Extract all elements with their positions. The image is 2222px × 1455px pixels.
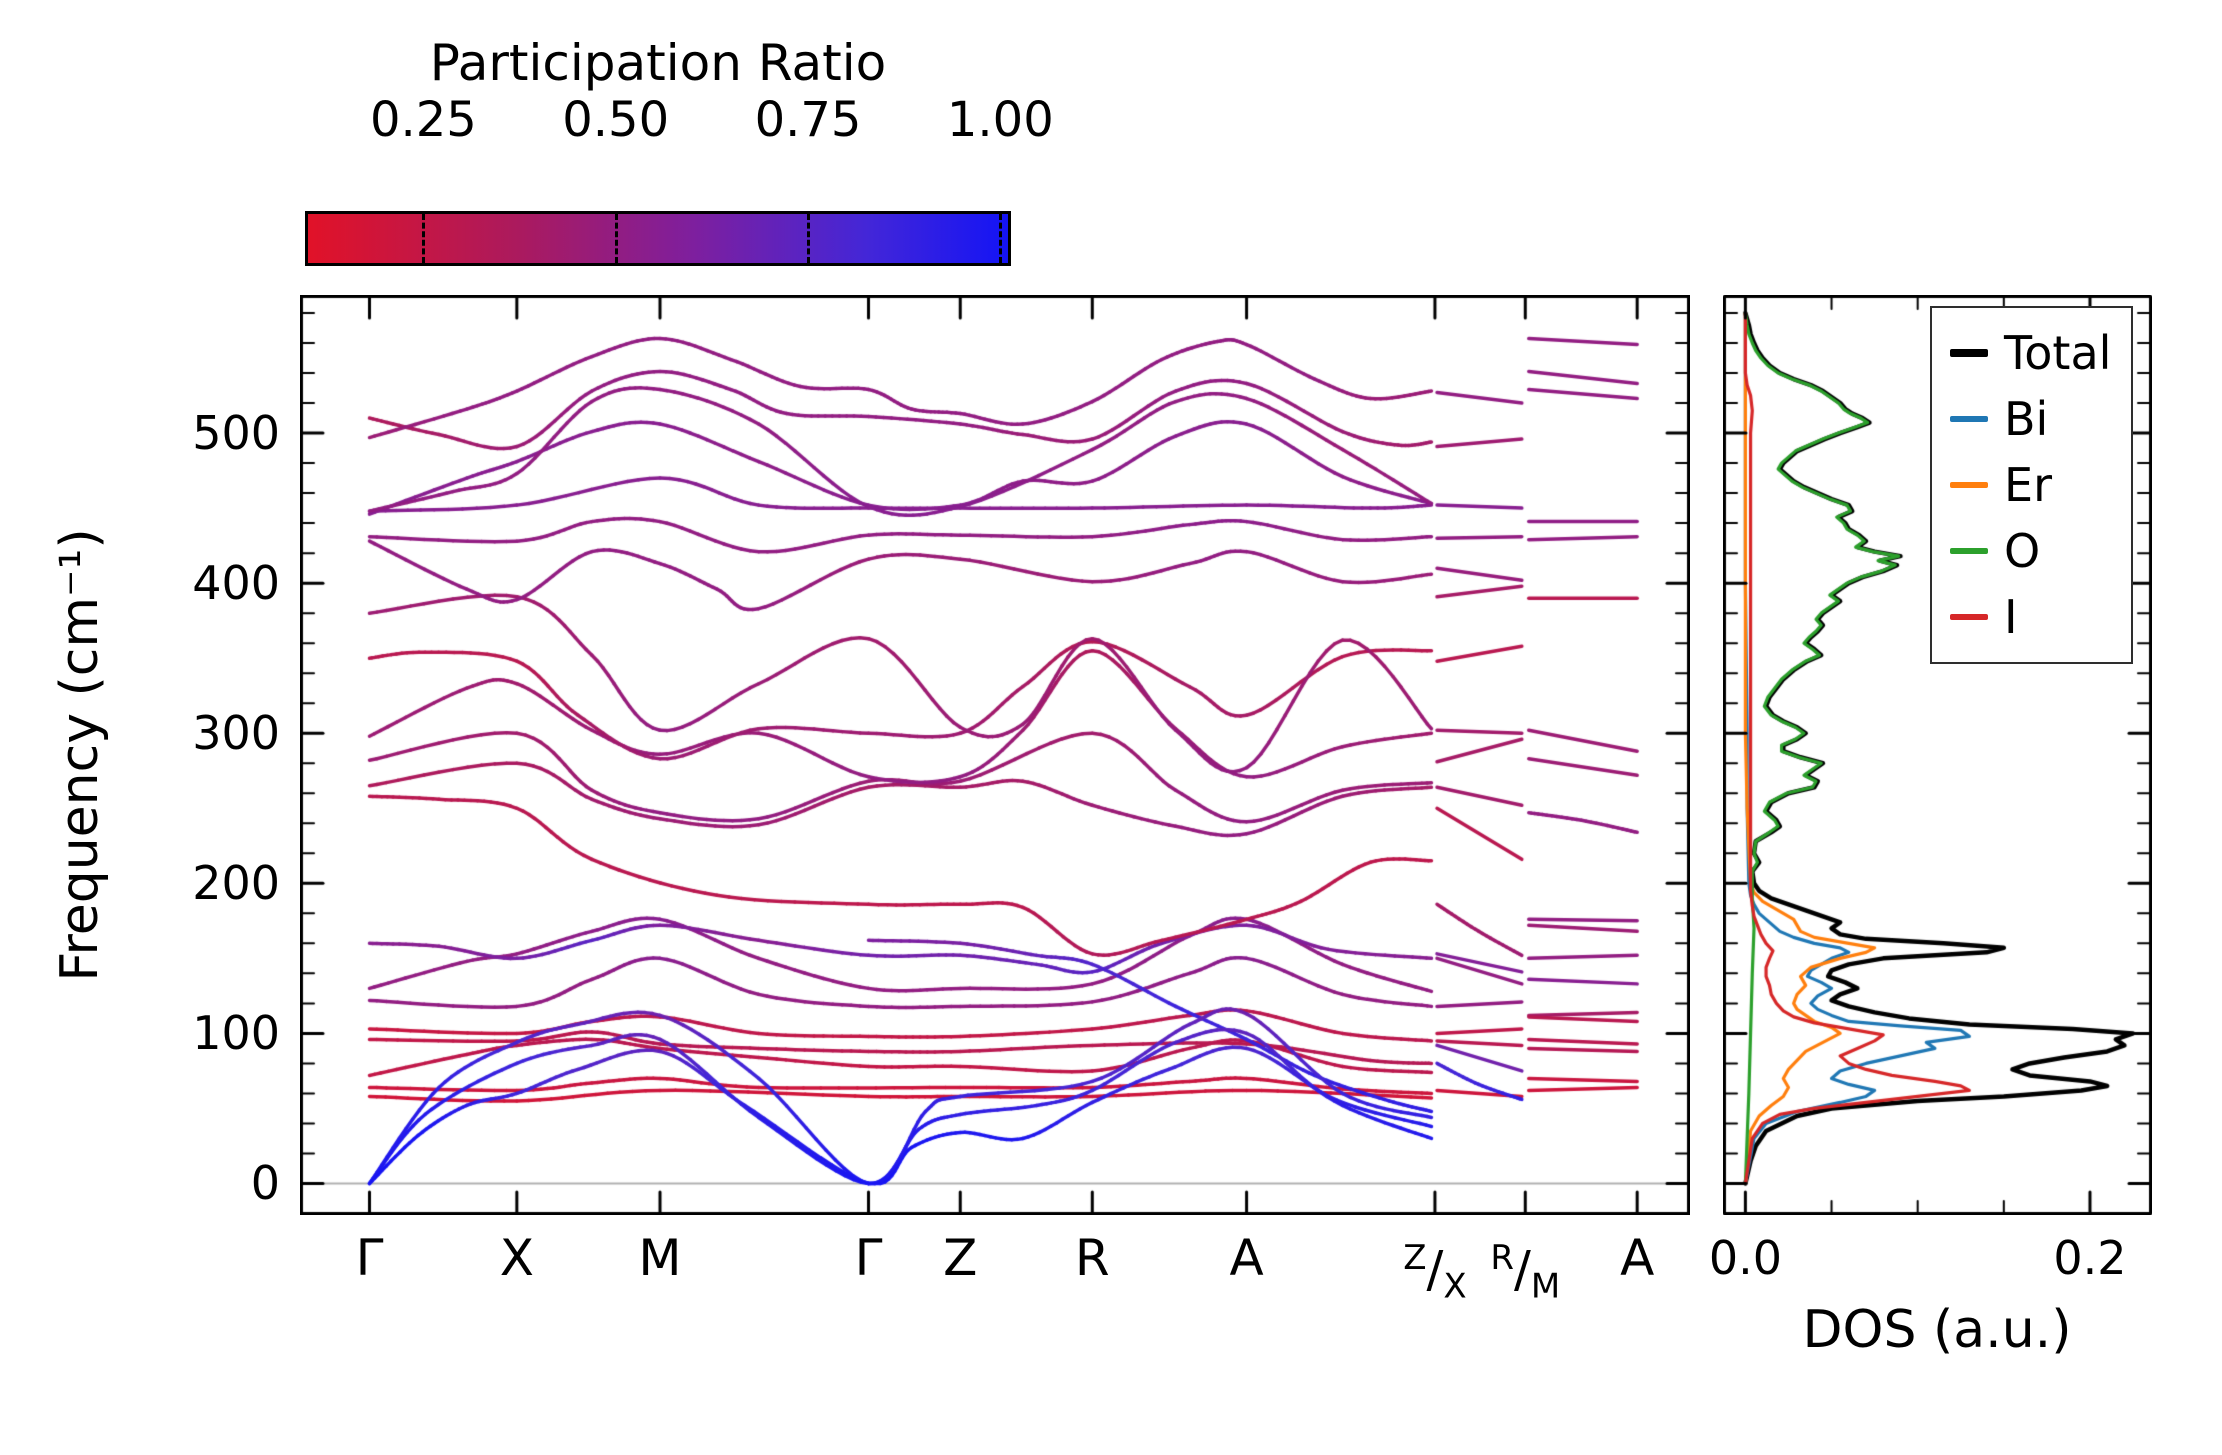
colorbar-gradient [305,211,1011,266]
legend-line-er [1950,482,1988,488]
legend-line-o [1950,548,1988,554]
k-point-label: Γ [854,1229,883,1287]
dos-axis-label: DOS (a.u.) [1802,1300,2072,1360]
legend-label-o: O [2004,524,2041,578]
legend-item-total: Total [1950,322,2111,384]
k-point-label: X [499,1229,534,1287]
colorbar-tick-line [999,214,1003,263]
y-tick-label: 500 [192,406,280,461]
band-structure-plot [300,295,1690,1215]
colorbar-title: Participation Ratio [429,34,887,92]
y-tick-label: 200 [192,856,280,911]
legend-label-bi: Bi [2004,392,2049,446]
legend-line-bi [1950,416,1988,422]
k-point-label: R [1074,1229,1110,1287]
legend-item-i: I [1950,586,2111,648]
legend-item-o: O [1950,520,2111,582]
colorbar-tick-line [422,214,426,263]
k-point-label: A [1229,1229,1264,1287]
colorbar-tick-label: 0.50 [562,92,670,148]
legend-line-total [1950,349,1988,357]
legend-item-bi: Bi [1950,388,2111,450]
y-tick-label: 0 [250,1156,280,1211]
legend-label-total: Total [2004,326,2112,380]
colorbar-tick-label: 0.75 [754,92,862,148]
colorbar-tick-line [614,214,618,263]
legend-label-i: I [2004,590,2018,644]
dos-legend: Total Bi Er O I [1930,306,2134,664]
y-tick-label: 300 [192,706,280,761]
k-point-label: Z [943,1229,978,1287]
legend-line-i [1950,614,1988,620]
k-point-label: M [638,1229,682,1287]
y-tick-label: 100 [192,1006,280,1061]
dos-tick-label: 0.2 [2053,1231,2127,1285]
k-point-label: A [1620,1229,1655,1287]
legend-item-er: Er [1950,454,2111,516]
k-point-label: Z/X [1403,1238,1467,1307]
dos-tick-label: 0.0 [1708,1231,1782,1285]
y-tick-label: 400 [192,556,280,611]
legend-label-er: Er [2004,458,2052,512]
colorbar-tick-label: 1.00 [946,92,1054,148]
k-point-label: Γ [355,1229,384,1287]
colorbar-tick-label: 0.25 [369,92,477,148]
colorbar-tick-line [807,214,810,263]
k-point-label: R/M [1490,1238,1561,1307]
